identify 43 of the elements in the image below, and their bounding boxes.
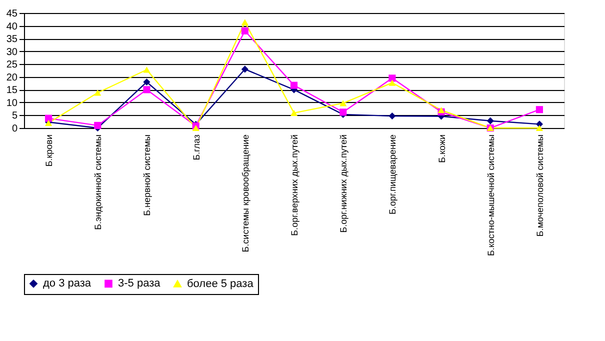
legend-label: до 3 раза [43, 278, 92, 290]
point [143, 66, 150, 73]
legend-label: 3-5 раза [118, 278, 162, 290]
point [388, 74, 396, 82]
point [241, 66, 248, 73]
y-tick-label: 20 [6, 72, 18, 84]
y-tick-label: 40 [6, 21, 18, 32]
x-tick-label: Б.нервной системы [142, 134, 152, 216]
point [45, 114, 52, 122]
x-tick-label: Б.крови [44, 134, 54, 167]
x-tick-label: Б.костно-мышечной системы [486, 134, 496, 256]
point [241, 19, 248, 26]
x-tick-label: Б.кожи [436, 134, 447, 163]
point [388, 112, 396, 120]
point [536, 106, 543, 114]
legend-label: более 5 раза [187, 278, 254, 290]
point [290, 82, 298, 89]
x-tick-label: Б.эндокинной системы [93, 134, 104, 230]
y-tick-label: 15 [6, 85, 18, 96]
y-tick-label: 30 [6, 46, 18, 58]
x-tick-label: Б.глаз [191, 134, 202, 160]
y-tick-label: 5 [12, 110, 18, 122]
point [388, 80, 396, 86]
point [340, 100, 347, 106]
x-tick-label: Б.системы кровообращение [240, 134, 250, 252]
point [143, 86, 150, 94]
point [94, 90, 102, 96]
x-tick-label: Б.мочеполовой системы [534, 134, 545, 237]
point [94, 122, 102, 129]
point [192, 124, 200, 132]
point [290, 110, 298, 116]
x-tick-label: Б.орг.пищеварение [388, 134, 398, 215]
x-tick-label: Б.орг.верхних дых.путей [290, 134, 300, 236]
point [486, 117, 494, 124]
point [143, 78, 150, 86]
point [536, 124, 543, 132]
y-tick-label: 35 [6, 34, 18, 46]
x-tick-label: Б.орг.нижних дых.путей [338, 134, 349, 233]
y-tick-label: 0 [12, 124, 18, 134]
y-tick-label: 10 [6, 98, 18, 109]
point [241, 27, 248, 34]
y-tick-label: 25 [6, 60, 18, 71]
y-tick-label: 45 [6, 8, 18, 20]
